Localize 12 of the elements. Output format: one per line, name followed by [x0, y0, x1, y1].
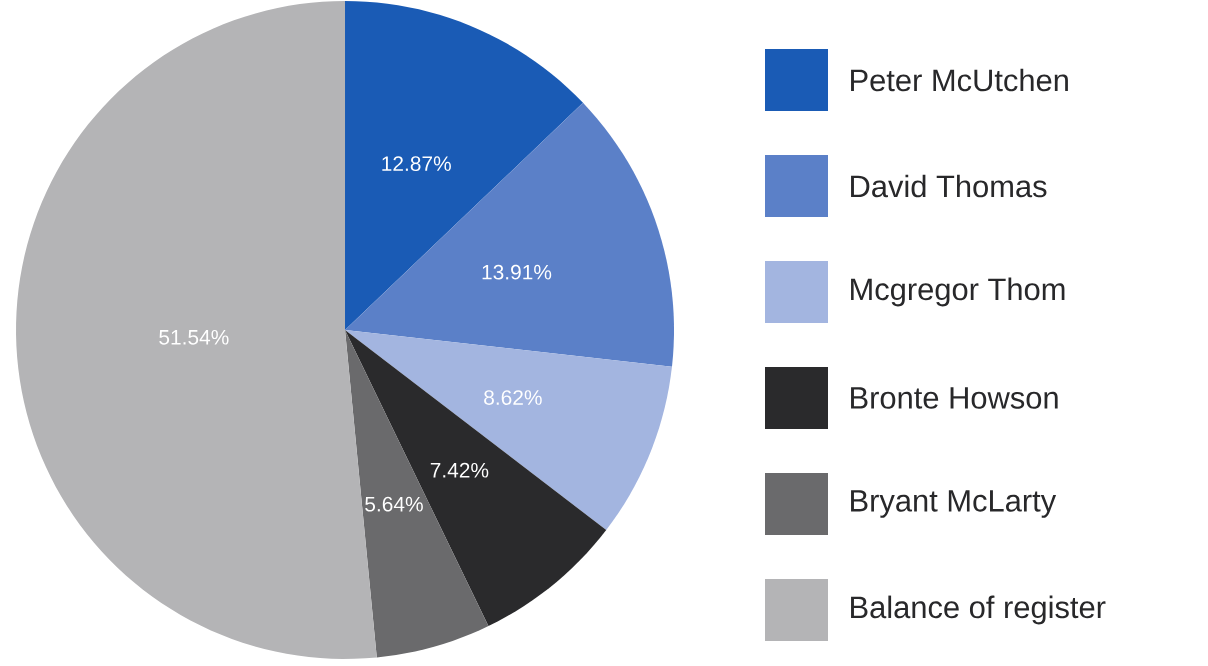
data-label: 51.54%: [159, 329, 229, 345]
data-label: 13.91%: [482, 264, 552, 280]
legend-label: Bronte Howson: [851, 387, 1058, 409]
data-label: 8.62%: [484, 390, 542, 405]
legend-label: Peter McUtchen: [851, 68, 1068, 92]
legend-label: Mcgregor Thom: [851, 277, 1065, 307]
legend-label: David Thomas: [851, 174, 1047, 198]
data-label: 5.64%: [365, 496, 423, 512]
data-label: 12.87%: [382, 156, 451, 172]
legend-label: Bryant McLarty: [851, 490, 1057, 518]
data-label: 7.42%: [430, 462, 489, 478]
legend-label: Balance of register: [851, 595, 1106, 625]
